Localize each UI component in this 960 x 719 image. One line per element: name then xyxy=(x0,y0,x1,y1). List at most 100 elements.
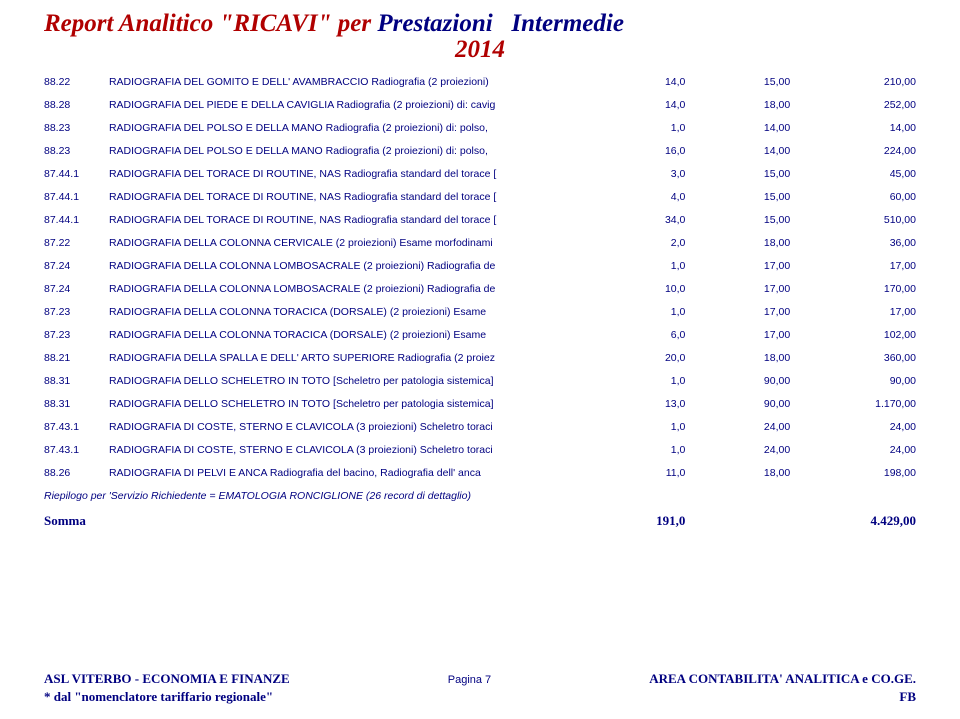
cell-qty: 3,0 xyxy=(612,162,685,185)
cell-qty: 1,0 xyxy=(612,300,685,323)
cell-unit: 14,00 xyxy=(685,139,790,162)
cell-unit: 90,00 xyxy=(685,392,790,415)
cell-unit: 24,00 xyxy=(685,415,790,438)
footer-center1: Pagina 7 xyxy=(448,674,491,686)
cell-qty: 20,0 xyxy=(612,346,685,369)
cell-unit: 90,00 xyxy=(685,369,790,392)
cell-qty: 13,0 xyxy=(612,392,685,415)
table-row: 87.23RADIOGRAFIA DELLA COLONNA TORACICA … xyxy=(44,300,916,323)
cell-qty: 1,0 xyxy=(612,254,685,277)
table-row: 88.21RADIOGRAFIA DELLA SPALLA E DELL' AR… xyxy=(44,346,916,369)
title-part2: Prestazioni xyxy=(377,10,492,37)
table-row: 87.44.1RADIOGRAFIA DEL TORACE DI ROUTINE… xyxy=(44,185,916,208)
cell-qty: 2,0 xyxy=(612,231,685,254)
cell-tot: 36,00 xyxy=(790,231,916,254)
cell-qty: 34,0 xyxy=(612,208,685,231)
somma-quantity: 191,0 xyxy=(612,507,685,534)
table-row: 88.26RADIOGRAFIA DI PELVI E ANCA Radiogr… xyxy=(44,461,916,484)
cell-code: 87.23 xyxy=(44,323,109,346)
cell-unit: 14,00 xyxy=(685,116,790,139)
somma-unit xyxy=(685,507,790,534)
cell-desc: RADIOGRAFIA DI COSTE, STERNO E CLAVICOLA… xyxy=(109,415,612,438)
cell-code: 87.44.1 xyxy=(44,185,109,208)
table-row: 87.43.1RADIOGRAFIA DI COSTE, STERNO E CL… xyxy=(44,415,916,438)
table-row: 87.24RADIOGRAFIA DELLA COLONNA LOMBOSACR… xyxy=(44,277,916,300)
cell-tot: 90,00 xyxy=(790,369,916,392)
cell-unit: 18,00 xyxy=(685,231,790,254)
cell-unit: 15,00 xyxy=(685,185,790,208)
title-part3: Intermedie xyxy=(511,10,624,37)
cell-desc: RADIOGRAFIA DEL PIEDE E DELLA CAVIGLIA R… xyxy=(109,93,612,116)
cell-desc: RADIOGRAFIA DEL POLSO E DELLA MANO Radio… xyxy=(109,116,612,139)
report-title-year: 2014 xyxy=(44,36,916,64)
report-title-line1: Report Analitico "RICAVI" per Prestazion… xyxy=(44,10,916,38)
title-part1: Report Analitico "RICAVI" per xyxy=(44,10,371,37)
cell-desc: RADIOGRAFIA DELLA COLONNA TORACICA (DORS… xyxy=(109,300,612,323)
cell-tot: 198,00 xyxy=(790,461,916,484)
footer-left2: * dal "nomenclatore tariffario regionale… xyxy=(44,689,273,705)
cell-code: 87.43.1 xyxy=(44,438,109,461)
cell-code: 88.21 xyxy=(44,346,109,369)
cell-desc: RADIOGRAFIA DELLO SCHELETRO IN TOTO [Sch… xyxy=(109,392,612,415)
cell-desc: RADIOGRAFIA DEL TORACE DI ROUTINE, NAS R… xyxy=(109,185,612,208)
table-row: 88.31RADIOGRAFIA DELLO SCHELETRO IN TOTO… xyxy=(44,369,916,392)
cell-desc: RADIOGRAFIA DELLA SPALLA E DELL' ARTO SU… xyxy=(109,346,612,369)
cell-unit: 15,00 xyxy=(685,162,790,185)
somma-row: Somma 191,0 4.429,00 xyxy=(44,507,916,534)
cell-unit: 18,00 xyxy=(685,346,790,369)
cell-desc: RADIOGRAFIA DELLA COLONNA CERVICALE (2 p… xyxy=(109,231,612,254)
cell-qty: 6,0 xyxy=(612,323,685,346)
cell-unit: 18,00 xyxy=(685,93,790,116)
riepilogo-text: Riepilogo per 'Servizio Richiedente = EM… xyxy=(44,484,916,507)
cell-tot: 24,00 xyxy=(790,415,916,438)
cell-code: 88.31 xyxy=(44,392,109,415)
table-row: 87.44.1RADIOGRAFIA DEL TORACE DI ROUTINE… xyxy=(44,162,916,185)
cell-unit: 24,00 xyxy=(685,438,790,461)
cell-qty: 1,0 xyxy=(612,415,685,438)
cell-tot: 45,00 xyxy=(790,162,916,185)
cell-code: 88.26 xyxy=(44,461,109,484)
cell-qty: 4,0 xyxy=(612,185,685,208)
table-row: 88.23RADIOGRAFIA DEL POLSO E DELLA MANO … xyxy=(44,116,916,139)
cell-tot: 210,00 xyxy=(790,70,916,93)
cell-desc: RADIOGRAFIA DEL POLSO E DELLA MANO Radio… xyxy=(109,139,612,162)
cell-unit: 15,00 xyxy=(685,208,790,231)
cell-tot: 224,00 xyxy=(790,139,916,162)
cell-desc: RADIOGRAFIA DELLA COLONNA LOMBOSACRALE (… xyxy=(109,254,612,277)
cell-qty: 1,0 xyxy=(612,369,685,392)
cell-tot: 252,00 xyxy=(790,93,916,116)
somma-label: Somma xyxy=(44,507,612,534)
cell-code: 88.31 xyxy=(44,369,109,392)
cell-desc: RADIOGRAFIA DI PELVI E ANCA Radiografia … xyxy=(109,461,612,484)
cell-qty: 14,0 xyxy=(612,70,685,93)
table-row: 88.31RADIOGRAFIA DELLO SCHELETRO IN TOTO… xyxy=(44,392,916,415)
cell-tot: 17,00 xyxy=(790,254,916,277)
cell-desc: RADIOGRAFIA DELLA COLONNA LOMBOSACRALE (… xyxy=(109,277,612,300)
cell-unit: 18,00 xyxy=(685,461,790,484)
cell-code: 87.24 xyxy=(44,277,109,300)
table-row: 87.43.1RADIOGRAFIA DI COSTE, STERNO E CL… xyxy=(44,438,916,461)
cell-code: 87.23 xyxy=(44,300,109,323)
table-row: 87.22RADIOGRAFIA DELLA COLONNA CERVICALE… xyxy=(44,231,916,254)
riepilogo-row: Riepilogo per 'Servizio Richiedente = EM… xyxy=(44,484,916,507)
footer-right2: FB xyxy=(899,689,916,705)
cell-code: 87.43.1 xyxy=(44,415,109,438)
cell-qty: 1,0 xyxy=(612,116,685,139)
cell-desc: RADIOGRAFIA DELLA COLONNA TORACICA (DORS… xyxy=(109,323,612,346)
table-row: 87.44.1RADIOGRAFIA DEL TORACE DI ROUTINE… xyxy=(44,208,916,231)
cell-tot: 510,00 xyxy=(790,208,916,231)
cell-code: 87.22 xyxy=(44,231,109,254)
cell-tot: 60,00 xyxy=(790,185,916,208)
report-table: 88.22RADIOGRAFIA DEL GOMITO E DELL' AVAM… xyxy=(44,70,916,534)
cell-code: 87.44.1 xyxy=(44,162,109,185)
cell-tot: 360,00 xyxy=(790,346,916,369)
cell-qty: 14,0 xyxy=(612,93,685,116)
cell-unit: 17,00 xyxy=(685,254,790,277)
cell-desc: RADIOGRAFIA DEL TORACE DI ROUTINE, NAS R… xyxy=(109,208,612,231)
cell-unit: 15,00 xyxy=(685,70,790,93)
cell-code: 87.44.1 xyxy=(44,208,109,231)
cell-code: 88.23 xyxy=(44,139,109,162)
cell-code: 88.28 xyxy=(44,93,109,116)
cell-unit: 17,00 xyxy=(685,323,790,346)
table-row: 87.24RADIOGRAFIA DELLA COLONNA LOMBOSACR… xyxy=(44,254,916,277)
